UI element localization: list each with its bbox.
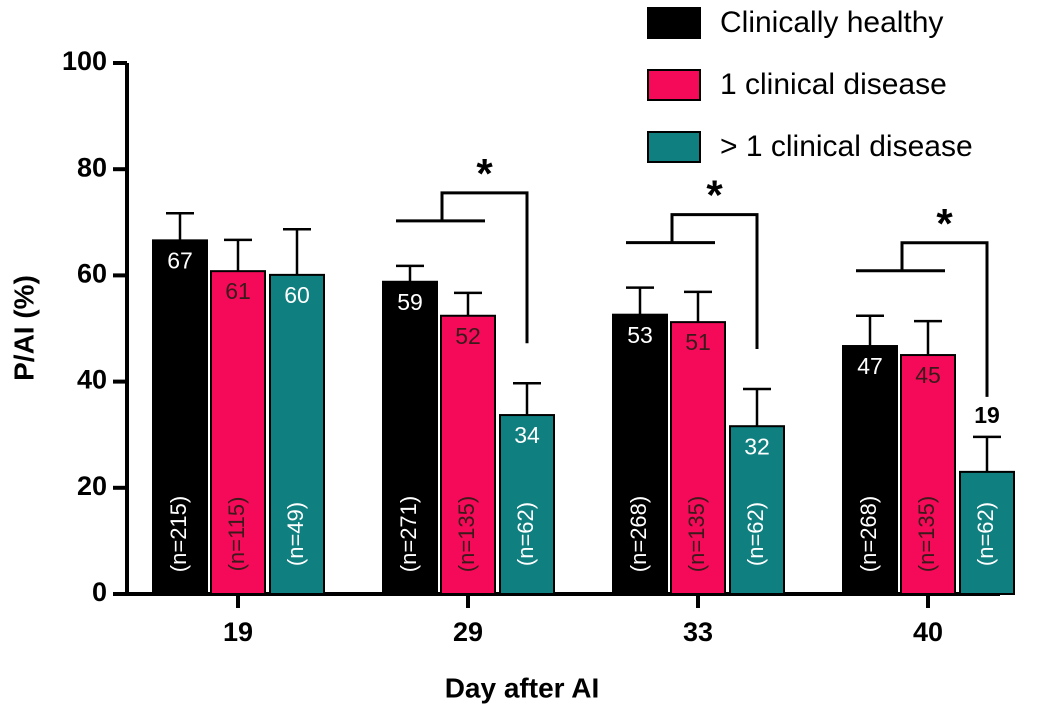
data-label: 53 [627, 322, 653, 348]
y-tick-label: 100 [62, 46, 107, 76]
y-tick-label: 60 [77, 259, 107, 289]
annotation: 19 [974, 402, 1000, 428]
significance-star: * [706, 172, 723, 219]
x-axis-title: Day after AI [445, 672, 600, 703]
bar [499, 414, 555, 596]
x-tick-label: 33 [683, 617, 713, 647]
legend-label: 1 clinical disease [720, 68, 947, 101]
y-tick-label: 20 [77, 471, 107, 501]
legend-label: Clinically healthy [720, 6, 943, 39]
legend-swatch [647, 69, 701, 101]
significance-star: * [936, 200, 953, 247]
bar [440, 314, 496, 595]
sample-size: (n=135) [684, 496, 709, 572]
y-tick-label: 0 [92, 577, 107, 607]
sample-size: (n=135) [914, 496, 939, 572]
bar [729, 425, 785, 596]
significance-bracket [856, 241, 989, 397]
bar [210, 270, 266, 595]
bar [612, 313, 668, 595]
data-label: 67 [167, 247, 193, 273]
data-label: 51 [685, 329, 711, 355]
sample-size: (n=49) [283, 502, 308, 566]
data-label: 45 [915, 362, 941, 388]
x-tick-label: 29 [453, 617, 483, 647]
data-label: 47 [857, 353, 883, 379]
x-tick-label: 19 [223, 617, 253, 647]
data-label: 34 [514, 422, 540, 448]
sample-size: (n=135) [454, 496, 479, 572]
data-label: 59 [397, 289, 423, 315]
sample-size: (n=62) [513, 502, 538, 566]
sample-size: (n=115) [224, 497, 249, 572]
data-label: 61 [225, 278, 251, 304]
sample-size: (n=268) [856, 496, 881, 572]
legend-swatch [647, 7, 701, 39]
significance-bracket [626, 213, 759, 350]
legend-label: > 1 clinical disease [720, 130, 973, 163]
significance-bracket [396, 191, 529, 344]
y-tick-label: 40 [77, 365, 107, 395]
bar [842, 345, 898, 596]
x-tick-label: 40 [913, 617, 943, 647]
significance-star: * [476, 150, 493, 197]
y-tick-label: 80 [77, 152, 107, 182]
bar [382, 280, 438, 595]
bar [900, 354, 956, 595]
data-label: 52 [455, 323, 481, 349]
data-label: 32 [744, 433, 770, 459]
y-axis-title: P/AI (%) [8, 275, 39, 381]
bar [152, 239, 208, 595]
sample-size: (n=62) [973, 502, 998, 566]
sample-size: (n=268) [626, 496, 651, 572]
bar [670, 321, 726, 595]
data-label: 60 [284, 282, 310, 308]
bar [959, 470, 1015, 595]
legend-swatch [647, 131, 701, 163]
sample-size: (n=215) [166, 496, 191, 572]
sample-size: (n=271) [396, 496, 421, 572]
sample-size: (n=62) [743, 502, 768, 566]
bar [269, 273, 325, 595]
